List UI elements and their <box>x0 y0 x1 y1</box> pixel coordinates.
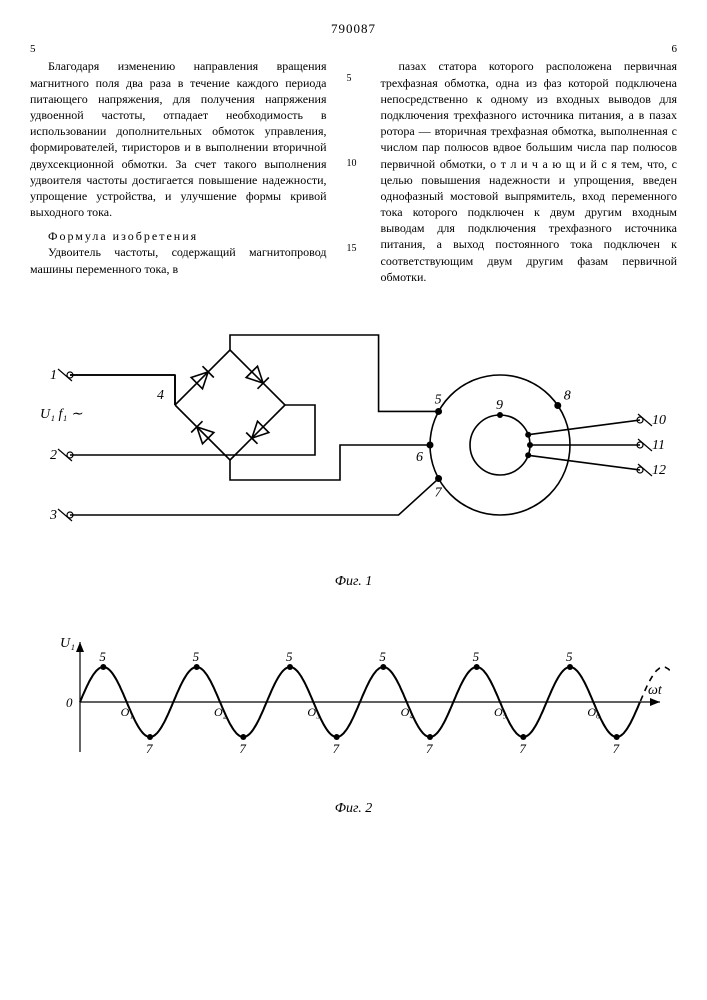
fig1-caption: Фиг. 1 <box>30 573 677 592</box>
svg-text:1: 1 <box>50 368 57 383</box>
svg-text:7: 7 <box>333 741 340 756</box>
svg-text:5: 5 <box>286 649 293 664</box>
figure-2: U₁ ωt 0 5 7 5 7 5 7 5 7 5 7 5 7 O₁ O₂ O₃ O₄ O₅ O₆ <box>30 612 670 792</box>
svg-text:6: 6 <box>416 450 423 465</box>
svg-text:O₃: O₃ <box>307 705 320 719</box>
text-columns: 5 Благодаря изменению направления вращен… <box>30 42 677 285</box>
svg-text:10: 10 <box>652 413 666 428</box>
figure-1: 123U₁ f₁ ∼456789101112 <box>30 305 670 565</box>
svg-text:7: 7 <box>519 741 526 756</box>
line-marker: 10 <box>347 157 361 171</box>
col-right-num: 6 <box>381 42 678 57</box>
svg-text:O₆: O₆ <box>587 705 600 719</box>
svg-text:2: 2 <box>50 448 57 463</box>
svg-text:U₁ f₁ ∼: U₁ f₁ ∼ <box>40 407 83 422</box>
svg-text:O₁: O₁ <box>121 705 134 719</box>
svg-text:0: 0 <box>66 695 73 710</box>
svg-text:7: 7 <box>146 741 153 756</box>
svg-text:5: 5 <box>435 392 442 407</box>
left-para-2: Удвоитель частоты, содержащий магнитопро… <box>30 244 327 276</box>
svg-text:12: 12 <box>652 463 666 478</box>
left-column: 5 Благодаря изменению направления вращен… <box>30 42 327 285</box>
line-markers: 5 10 15 <box>347 42 361 285</box>
formula-title: Формула изобретения <box>30 228 327 244</box>
svg-text:5: 5 <box>473 649 480 664</box>
svg-text:U₁: U₁ <box>60 636 75 651</box>
svg-text:5: 5 <box>193 649 200 664</box>
line-marker: 5 <box>347 72 361 86</box>
svg-text:4: 4 <box>157 388 164 403</box>
svg-text:9: 9 <box>496 398 503 413</box>
svg-text:ωt: ωt <box>648 683 663 698</box>
fig2-caption: Фиг. 2 <box>30 800 677 819</box>
svg-text:3: 3 <box>49 508 57 523</box>
svg-text:11: 11 <box>652 438 665 453</box>
left-para-1: Благодаря изменению направления вращения… <box>30 58 327 220</box>
svg-text:5: 5 <box>566 649 573 664</box>
svg-text:5: 5 <box>379 649 386 664</box>
svg-text:O₄: O₄ <box>401 705 414 719</box>
svg-text:O₅: O₅ <box>494 705 507 719</box>
right-column: 6 пазах статора которого расположена пер… <box>381 42 678 285</box>
svg-text:7: 7 <box>435 486 443 501</box>
svg-text:7: 7 <box>426 741 433 756</box>
svg-text:8: 8 <box>564 388 571 403</box>
line-marker: 15 <box>347 242 361 256</box>
svg-text:7: 7 <box>613 741 620 756</box>
svg-text:7: 7 <box>239 741 246 756</box>
svg-text:5: 5 <box>99 649 106 664</box>
patent-number: 790087 <box>30 20 677 38</box>
right-para-1: пазах статора которого расположена перви… <box>381 58 678 285</box>
col-left-num: 5 <box>30 42 327 57</box>
svg-text:O₂: O₂ <box>214 705 227 719</box>
